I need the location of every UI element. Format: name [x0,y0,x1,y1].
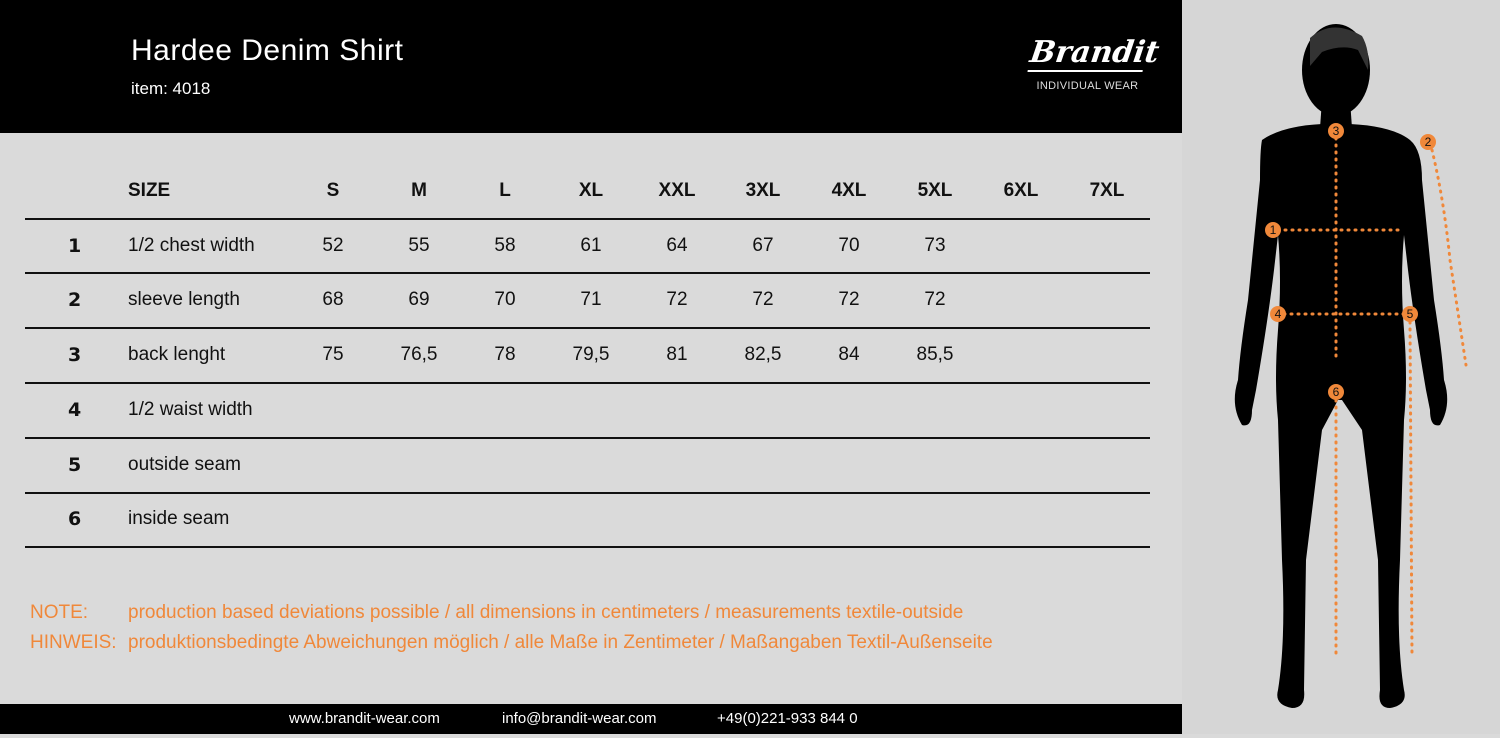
measurement-value: 73 [924,235,946,256]
measurement-value: 76,5 [400,344,438,365]
row-divider [25,546,1150,548]
measurement-value: 82,5 [744,344,782,365]
row-number: 4 [68,399,82,421]
note-label: NOTE: [30,602,89,623]
measurement-label: back lenght [128,344,226,365]
size-column-header: M [411,180,427,201]
email-link[interactable]: info@brandit-wear.com [502,710,657,727]
measurement-value: 67 [752,235,774,256]
measurement-value: 64 [666,235,688,256]
note-text: production based deviations possible / a… [128,602,964,623]
row-divider [25,327,1150,329]
page-title: Hardee Denim Shirt [131,34,404,67]
measurement-label: 1/2 waist width [128,399,253,420]
measurement-label: outside seam [128,454,242,475]
row-number: 5 [68,454,82,476]
measurement-value: 85,5 [916,344,954,365]
measurement-value: 58 [494,235,516,256]
hinweis-text: produktionsbedingte Abweichungen möglich… [128,632,993,653]
size-column-header: XXL [658,180,696,201]
measurement-label: 1/2 chest width [128,235,255,256]
hinweis-label: HINWEIS: [30,632,117,653]
body-silhouette-figure: 1 2 3 4 5 6 [1234,24,1468,708]
measurement-value: 78 [494,344,516,365]
measurement-value: 70 [838,235,860,256]
measurement-value: 84 [838,344,860,365]
measurement-marker-label: 1 [1270,223,1277,237]
measurement-marker-label: 5 [1407,307,1414,321]
measurement-value: 68 [322,289,344,310]
measurement-marker [1265,222,1281,238]
size-column-header: XL [578,180,604,201]
measurement-value: 52 [322,235,344,256]
measurement-marker [1402,306,1418,322]
measurement-marker-label: 6 [1333,385,1340,399]
size-column-header: 6XL [1003,180,1039,201]
measurement-marker-label: 3 [1333,124,1340,138]
footer: www.brandit-wear.com info@brandit-wear.c… [0,704,1182,734]
size-column-header: 5XL [917,180,953,201]
measurement-marker-label: 2 [1425,135,1432,149]
measurement-marker [1270,306,1286,322]
measurement-value: 79,5 [572,344,610,365]
row-divider [25,492,1150,494]
row-divider [25,437,1150,439]
measurement-value: 72 [838,289,860,310]
measurement-value: 72 [666,289,688,310]
measurement-marker [1328,123,1344,139]
brand-logo: Brandit INDIVIDUAL WEAR [1027,35,1162,92]
size-header-label: SIZE [128,180,171,201]
measurement-marker-label: 4 [1275,307,1282,321]
size-column-header: 3XL [745,180,781,201]
row-number: 2 [68,289,82,311]
size-column-header: 4XL [831,180,867,201]
item-number: item: 4018 [131,79,211,98]
measurement-value: 75 [322,344,344,365]
phone-number: +49(0)221-933 844 0 [717,710,858,727]
measurement-value: 55 [408,235,430,256]
measurement-value: 72 [752,289,774,310]
measurement-figure-panel: 1 2 3 4 5 6 [1182,0,1500,734]
row-divider [25,382,1150,384]
measurement-value: 70 [494,289,516,310]
brand-name: Brandit [1027,35,1162,72]
size-column-header: L [499,180,511,201]
header: Hardee Denim Shirt item: 4018 Brandit IN… [0,0,1182,133]
measurement-label: inside seam [128,508,230,529]
row-number: 1 [68,235,82,257]
size-column-header: 7XL [1089,180,1125,201]
row-divider [25,272,1150,274]
measurement-value: 69 [408,289,430,310]
measurement-value: 81 [666,344,688,365]
measurement-value: 71 [580,289,602,310]
row-number: 3 [68,344,82,366]
brand-tagline: INDIVIDUAL WEAR [1036,80,1139,92]
row-number: 6 [68,508,82,530]
row-divider [25,218,1150,220]
website-link[interactable]: www.brandit-wear.com [289,710,440,727]
measurement-marker [1328,384,1344,400]
measurement-marker [1420,134,1436,150]
measurement-label: sleeve length [128,289,240,310]
measurement-value: 61 [580,235,602,256]
size-column-header: S [326,180,340,201]
measurement-value: 72 [924,289,946,310]
